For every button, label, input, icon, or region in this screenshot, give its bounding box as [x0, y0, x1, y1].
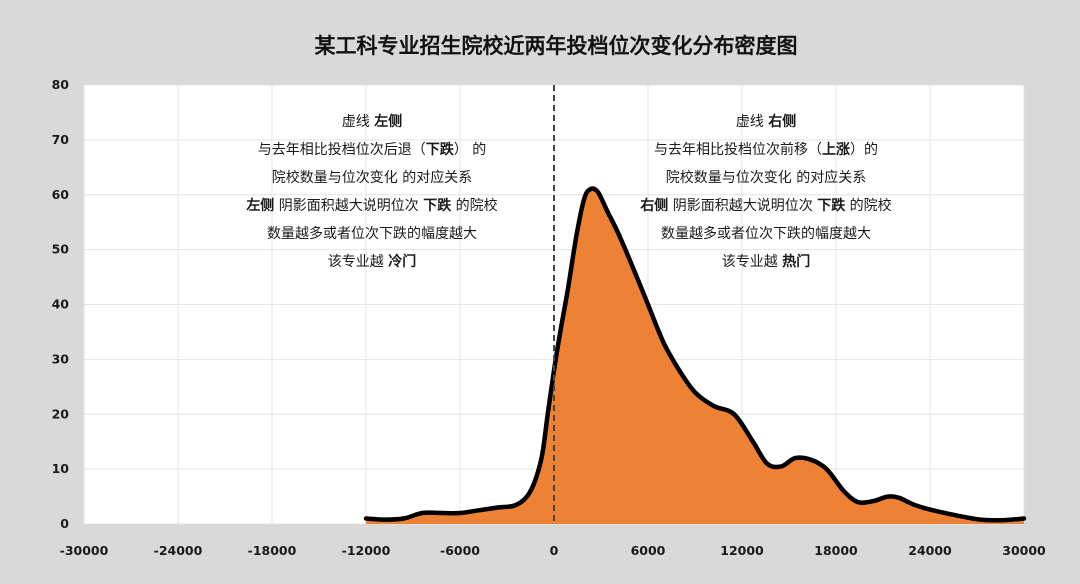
note-segment: ）的	[850, 142, 878, 158]
density-curve-line	[363, 186, 1027, 523]
note-segment: 该专业越	[328, 254, 388, 270]
note-emphasis: 热门	[782, 253, 810, 270]
note-emphasis: 右侧	[639, 197, 668, 214]
x-tick-label: -6000	[440, 543, 480, 558]
x-tick-label: -24000	[154, 543, 203, 558]
annotation-right-line: 院校数量与位次变化 的对应关系	[666, 169, 866, 186]
note-segment: 的院校	[845, 197, 891, 214]
annotation-right-line: 右侧 阴影面积越大说明位次 下跌 的院校	[639, 197, 891, 214]
note-segment: 院校数量与位次变化 的对应关系	[272, 169, 472, 186]
note-segment: 阴影面积越大说明位次	[274, 198, 423, 214]
annotation-left-line: 数量越多或者位次下跌的幅度越大	[267, 225, 477, 242]
density-area-group	[363, 186, 1027, 525]
note-segment: 的院校	[451, 197, 497, 214]
annotation-right-line: 与去年相比投档位次前移（上涨）的	[654, 141, 878, 158]
y-tick-label: 70	[52, 132, 70, 147]
annotation-left-line: 该专业越 冷门	[328, 253, 416, 270]
note-segment: 该专业越	[722, 254, 782, 270]
y-axis-ticks: 0 10 20 30 40 50 60 70 80	[52, 77, 70, 531]
note-emphasis: 下跌	[817, 198, 846, 214]
annotation-left-line: 院校数量与位次变化 的对应关系	[272, 169, 472, 186]
note-segment: 阴影面积越大说明位次	[668, 198, 817, 214]
y-tick-label: 50	[52, 242, 70, 257]
note-segment: 虚线	[736, 114, 768, 130]
note-segment: 院校数量与位次变化 的对应关系	[666, 169, 866, 186]
note-emphasis: 右侧	[767, 113, 796, 130]
note-emphasis: 下跌	[423, 198, 452, 214]
note-segment: 与去年相比投档位次后退（	[258, 142, 426, 158]
x-tick-label: 30000	[1002, 543, 1046, 558]
note-emphasis: 冷门	[388, 253, 416, 270]
annotation-right-line: 该专业越 热门	[722, 253, 810, 270]
note-segment: 与去年相比投档位次前移（	[654, 141, 822, 158]
y-tick-label: 60	[52, 187, 70, 202]
y-tick-label: 10	[52, 461, 70, 476]
note-segment: 虚线	[342, 114, 374, 130]
note-segment: 数量越多或者位次下跌的幅度越大	[267, 225, 477, 242]
x-tick-label: -30000	[60, 543, 109, 558]
annotation-left-line: 左侧 阴影面积越大说明位次 下跌 的院校	[245, 197, 497, 214]
x-tick-label: 24000	[908, 543, 952, 558]
note-emphasis: 下跌	[426, 142, 455, 158]
y-tick-label: 0	[60, 516, 69, 531]
annotation-right-line: 数量越多或者位次下跌的幅度越大	[661, 225, 871, 242]
annotation-left-line: 虚线 左侧	[342, 113, 402, 130]
annotation-right-line: 虚线 右侧	[736, 113, 796, 130]
annotation-left-line: 与去年相比投档位次后退（下跌） 的	[258, 142, 486, 158]
x-tick-label: -18000	[248, 543, 297, 558]
x-tick-label: -12000	[342, 543, 391, 558]
chart-title: 某工科专业招生院校近两年投档位次变化分布密度图	[315, 34, 798, 58]
x-tick-label: 6000	[631, 543, 666, 558]
y-tick-label: 20	[52, 406, 70, 421]
x-tick-label: 12000	[720, 543, 764, 558]
note-segment: 数量越多或者位次下跌的幅度越大	[661, 225, 871, 242]
y-tick-label: 80	[52, 77, 70, 92]
note-emphasis: 左侧	[373, 113, 402, 130]
x-axis-ticks: -30000 -24000 -18000 -12000 -6000 0 6000 12000 1…	[60, 543, 1046, 558]
y-tick-label: 30	[52, 351, 70, 366]
y-tick-label: 40	[52, 297, 70, 312]
note-emphasis: 左侧	[245, 197, 274, 214]
note-segment: ） 的	[454, 142, 486, 158]
density-area-fill	[366, 188, 1024, 525]
x-tick-label: 18000	[814, 543, 858, 558]
x-tick-label: 0	[550, 543, 559, 558]
note-emphasis: 上涨	[822, 142, 850, 158]
